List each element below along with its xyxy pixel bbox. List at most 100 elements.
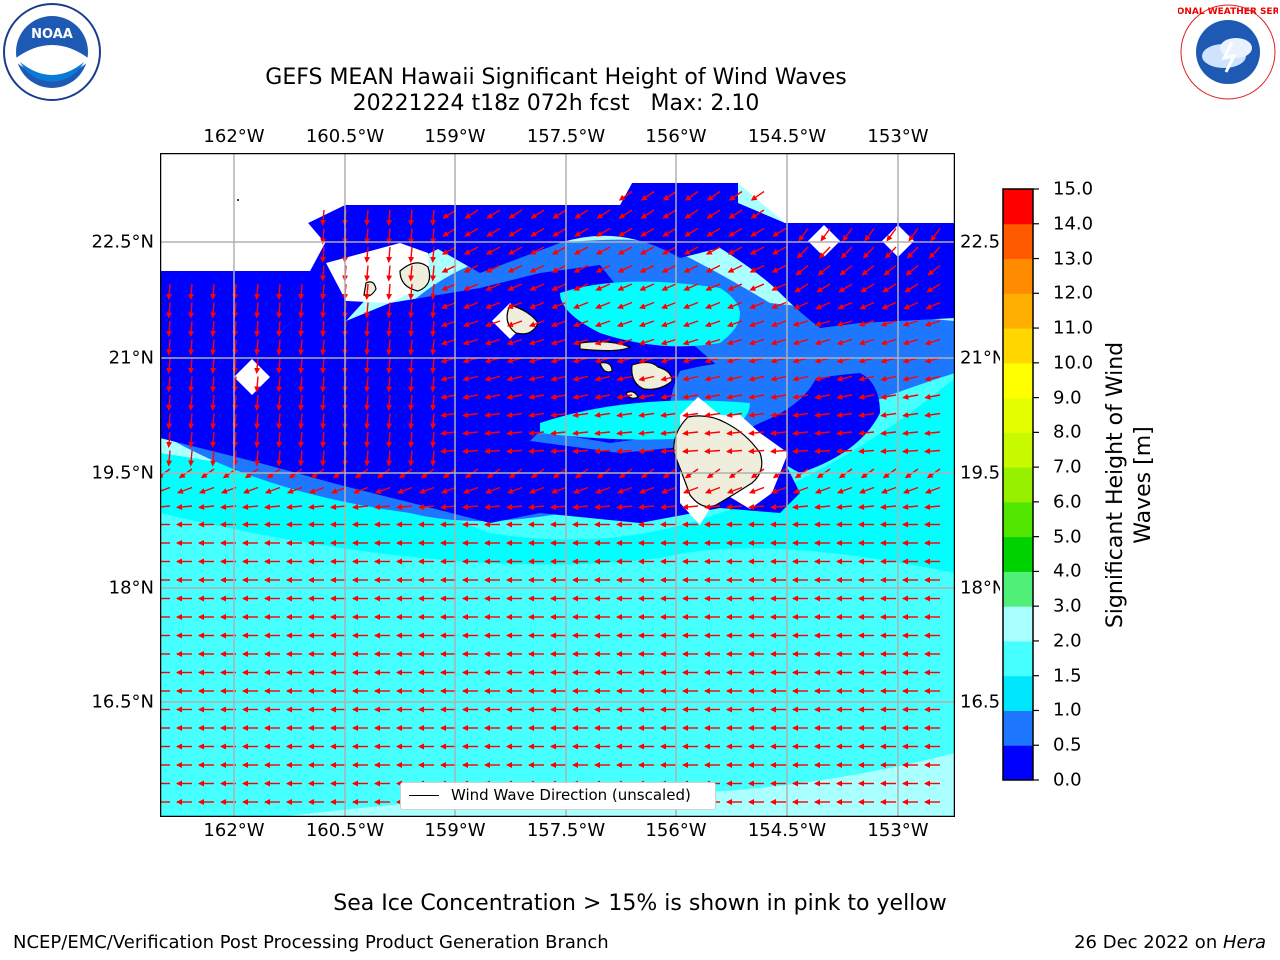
wave-direction-arrow — [254, 376, 261, 393]
wave-direction-arrow — [386, 320, 393, 337]
wave-direction-arrow — [463, 246, 479, 255]
wave-direction-arrow — [528, 411, 545, 418]
wave-direction-arrow — [485, 264, 501, 273]
wave-direction-arrow — [408, 228, 415, 245]
wave-direction-arrow — [639, 301, 655, 309]
colorbar-segment — [1003, 258, 1033, 294]
colorbar-tick-label: 1.0 — [1053, 699, 1082, 721]
x-tick-bottom-1: 162°W — [203, 820, 265, 841]
wave-direction-arrow — [188, 302, 195, 319]
wave-direction-arrow — [639, 486, 655, 494]
footer-date: 26 Dec 2022 on — [1074, 932, 1223, 953]
wave-direction-arrow — [430, 413, 437, 430]
colorbar-segment — [1003, 606, 1033, 642]
colorbar — [1002, 188, 1039, 781]
wave-direction-arrow — [276, 320, 283, 337]
x-tick-bottom-3: 159°W — [424, 820, 486, 841]
wave-direction-arrow — [748, 448, 765, 455]
wave-direction-arrow — [792, 375, 809, 382]
wave-direction-arrow — [188, 450, 195, 467]
wave-direction-arrow — [573, 301, 589, 309]
wave-direction-arrow — [484, 430, 501, 437]
wave-direction-arrow — [441, 246, 457, 255]
wave-direction-arrow — [902, 430, 919, 437]
wave-direction-arrow — [683, 301, 699, 309]
y-tick-left-3: 19.5°N — [91, 462, 154, 484]
wave-direction-arrow — [903, 301, 919, 310]
wave-direction-arrow — [484, 375, 501, 382]
colorbar-segment — [1003, 745, 1033, 781]
wave-direction-arrow — [772, 227, 787, 237]
x-tick-top-2: 160.5°W — [305, 126, 385, 147]
wave-direction-arrow — [682, 448, 699, 455]
colorbar-tick-label: 11.0 — [1053, 317, 1094, 339]
wave-direction-arrow — [254, 302, 261, 319]
wave-direction-arrow — [662, 209, 677, 219]
wave-direction-arrow — [462, 320, 479, 328]
wave-direction-arrow — [749, 283, 765, 291]
wave-direction-arrow — [618, 209, 633, 219]
wave-direction-arrow — [572, 375, 589, 382]
wave-direction-arrow — [232, 413, 239, 430]
wave-direction-arrow — [704, 320, 721, 328]
wave-direction-arrow — [836, 448, 853, 455]
wave-direction-arrow — [408, 450, 415, 467]
wave-direction-arrow — [684, 227, 699, 237]
wave-direction-arrow — [858, 448, 875, 455]
wave-direction-arrow — [408, 357, 415, 374]
wave-direction-arrow — [836, 338, 853, 346]
wave-direction-arrow — [595, 283, 611, 291]
wave-direction-arrow — [705, 264, 721, 273]
wave-direction-arrow — [880, 375, 897, 382]
wave-direction-arrow — [616, 430, 633, 437]
wave-direction-arrow — [880, 503, 897, 510]
wave-direction-arrow — [552, 209, 567, 219]
wave-direction-arrow — [462, 503, 479, 510]
wave-direction-arrow — [836, 411, 853, 418]
wave-direction-arrow — [506, 320, 523, 328]
wave-direction-arrow — [704, 411, 721, 418]
wave-direction-arrow — [793, 486, 809, 494]
wave-direction-arrow — [902, 375, 919, 382]
wave-direction-arrow — [573, 283, 589, 291]
wave-direction-arrow — [864, 228, 875, 242]
wave-direction-arrow — [770, 448, 787, 455]
wave-direction-arrow — [254, 450, 261, 467]
wave-direction-arrow — [440, 393, 457, 400]
wave-direction-arrow — [706, 190, 721, 201]
wave-direction-arrow — [924, 430, 941, 437]
wave-direction-arrow — [232, 357, 239, 374]
wave-direction-arrow — [530, 209, 545, 219]
wave-direction-arrow — [858, 411, 875, 418]
y-tick-left-2: 21°N — [108, 347, 154, 369]
wave-direction-arrow — [749, 301, 765, 309]
wave-band-1p0-b — [560, 281, 740, 347]
wave-direction-arrow — [930, 228, 941, 242]
wave-direction-arrow — [320, 339, 327, 356]
x-tick-bottom-2: 160.5°W — [305, 820, 385, 841]
wave-direction-arrow — [408, 376, 415, 393]
wave-direction-arrow — [704, 338, 721, 346]
colorbar-segment — [1003, 397, 1033, 433]
wave-direction-arrow — [726, 375, 743, 382]
wave-direction-arrow — [408, 283, 415, 300]
colorbar-tick-label: 10.0 — [1053, 352, 1094, 374]
wave-direction-arrow — [596, 227, 611, 237]
wave-direction-arrow — [430, 228, 437, 245]
wave-direction-arrow — [430, 209, 437, 226]
wave-direction-arrow — [551, 264, 567, 273]
wave-direction-arrow — [484, 503, 501, 510]
wave-direction-arrow — [662, 190, 677, 201]
wave-direction-arrow — [464, 209, 479, 219]
wave-direction-arrow — [551, 301, 567, 309]
wave-direction-arrow — [210, 431, 217, 448]
colorbar-tick-label: 3.0 — [1053, 595, 1082, 617]
wave-direction-arrow — [506, 338, 523, 346]
wave-direction-arrow — [408, 209, 415, 226]
wave-direction-arrow — [528, 338, 545, 346]
wave-direction-arrow — [616, 503, 633, 510]
wave-direction-arrow — [529, 246, 545, 255]
wave-direction-arrow — [572, 320, 589, 328]
wave-direction-arrow — [254, 394, 261, 411]
wave-direction-arrow — [320, 265, 327, 282]
